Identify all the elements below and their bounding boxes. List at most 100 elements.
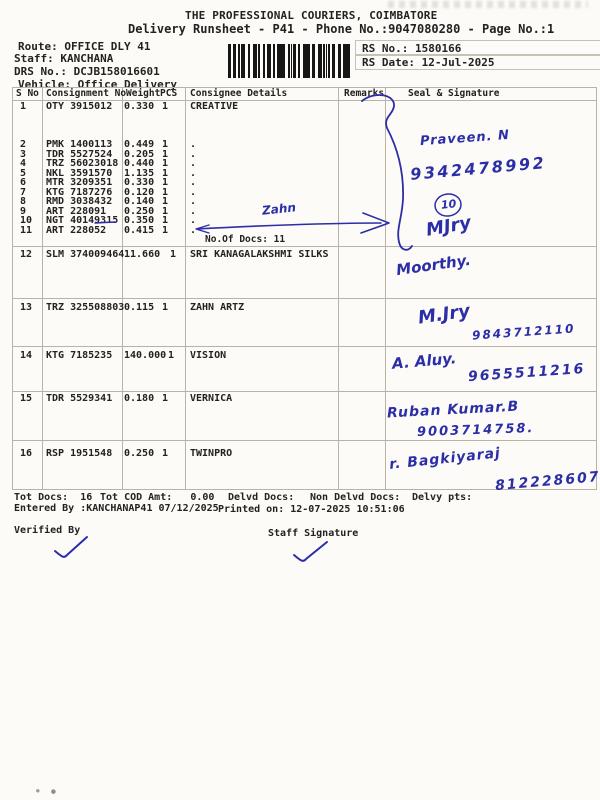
row-pcs: 1 — [162, 206, 169, 217]
row-consignment: NKL 3591570 — [46, 168, 113, 179]
table-row: 8 RMD 3038432 0.140 1. — [12, 197, 596, 207]
row-consignment: RSP 1951548 — [46, 448, 113, 459]
table-grid-line — [12, 87, 597, 88]
row-pcs: 1 — [162, 158, 169, 169]
row-weight: 1.135 — [124, 168, 155, 179]
runsheet-subtitle: Delivery Runsheet - P41 - Phone No.:9047… — [128, 22, 555, 36]
table-grid-line — [12, 100, 597, 101]
row-pcs: 1 — [162, 101, 169, 112]
row-pcs: 1 — [162, 177, 169, 188]
handwritten-phone-row16: 8122286072 — [494, 467, 600, 495]
row-consignee: . — [190, 215, 197, 226]
row-consignment: OTY 3915012 — [46, 101, 113, 112]
row-weight: 0.250 — [124, 448, 155, 459]
scan-artifact-bottom — [33, 786, 57, 794]
row-consignment: TRZ 325508803 — [46, 302, 125, 313]
row-weight: 0.120 — [124, 187, 155, 198]
row-sno: 6 — [20, 177, 27, 188]
drs-value: DCJB158016601 — [73, 65, 160, 78]
row-consignee: . — [190, 158, 197, 169]
staff-label: Staff: — [14, 52, 54, 65]
row-weight: 0.250 — [124, 206, 155, 217]
row-sno: 12 — [20, 249, 33, 260]
verified-by-checkmark — [54, 536, 88, 558]
staff-value: KANCHANA — [60, 52, 114, 65]
col-header-sno: S No — [16, 88, 39, 99]
handwritten-phone-row15: 9003714758. — [416, 420, 535, 441]
row-consignee: SRI KANAGALAKSHMI SILKS — [190, 249, 329, 260]
scan-artifact-top — [388, 1, 588, 8]
delvd-docs-label: Delvd Docs: — [228, 492, 295, 503]
delvy-pts-label: Delvy pts: — [412, 492, 473, 503]
tot-cod-label: Tot COD Amt: — [100, 492, 173, 503]
route-label: Route: — [18, 40, 58, 53]
row-weight: 11.660 — [124, 249, 161, 260]
row-consignee: VISION — [190, 350, 227, 361]
rs-date-value: 12-Jul-2025 — [421, 56, 495, 69]
table-grid-line — [12, 87, 13, 489]
row-sno: 13 — [20, 302, 33, 313]
rs-no-value: 1580166 — [414, 42, 462, 55]
tot-docs-field: Tot Docs: 16 — [14, 492, 92, 503]
row-sno: 4 — [20, 158, 27, 169]
row-pcs: 1 — [168, 350, 175, 361]
col-header-weight: Weight — [126, 88, 161, 99]
row-consignment: SLM 374009464 — [46, 249, 125, 260]
rs-date-field: RS Date: 12-Jul-2025 — [362, 56, 494, 69]
staff-field: Staff: KANCHANA — [14, 52, 113, 65]
table-grid-line — [12, 298, 597, 299]
row-consignment: NGT 40149315 — [46, 215, 119, 226]
row-weight: 0.415 — [124, 225, 155, 236]
table-row: 12 SLM 374009464 11.660 1 SRI KANAGALAKSHMI … — [12, 250, 596, 260]
row-consignee: ZAHN ARTZ — [190, 302, 245, 313]
row-pcs: 1 — [162, 196, 169, 207]
table-grid-line — [596, 87, 597, 489]
table-row: 11 ART 228052 0.415 1. — [12, 226, 596, 236]
route-field: Route: OFFICE DLY 41 — [18, 40, 150, 53]
row-weight: 0.115 — [124, 302, 155, 313]
row-pcs: 1 — [170, 249, 177, 260]
staff-signature-label: Staff Signature — [268, 528, 359, 539]
col-header-consignment: Consignment No — [46, 88, 127, 99]
table-row: 7 KTG 7187276 0.120 1. — [12, 188, 596, 198]
row-weight: 0.449 — [124, 139, 155, 150]
docs-count-note: No.Of Docs: 11 — [205, 234, 286, 245]
row-consignee: . — [190, 187, 197, 198]
col-header-remarks: Remarks — [344, 88, 385, 99]
printed-on-field: Printed on: 12-07-2025 10:51:06 — [218, 504, 405, 515]
row-pcs: 1 — [162, 215, 169, 226]
row-weight: 0.180 — [124, 393, 155, 404]
handwritten-phone-row13: 9843712110 — [471, 321, 576, 343]
row-consignment: MTR 3209351 — [46, 177, 113, 188]
table-grid-line — [42, 87, 43, 489]
route-value: OFFICE DLY 41 — [64, 40, 151, 53]
table-row: 5 NKL 3591570 1.135 1. — [12, 169, 596, 179]
row-weight: 0.330 — [124, 177, 155, 188]
row-consignment: TDR 5527524 — [46, 149, 113, 160]
col-header-seal: Seal & Signature — [408, 88, 500, 99]
row-consignment: KTG 7187276 — [46, 187, 113, 198]
table-row: 6 MTR 3209351 0.330 1. — [12, 178, 596, 188]
row-pcs: 1 — [162, 448, 169, 459]
row-sno: 7 — [20, 187, 27, 198]
table-row: 10 NGT 40149315 0.350 1. — [12, 216, 596, 226]
row-sno: 10 — [20, 215, 33, 226]
table-grid-line — [12, 391, 597, 392]
staff-signature-checkmark — [293, 541, 328, 562]
barcode — [228, 44, 352, 78]
row-pcs: 1 — [162, 187, 169, 198]
row-pcs: 1 — [162, 139, 169, 150]
row-weight: 0.350 — [124, 215, 155, 226]
row-pcs: 1 — [162, 393, 169, 404]
row-sno: 1 — [20, 101, 27, 112]
handwritten-count-circled: 10 — [440, 197, 457, 212]
rs-date-box — [355, 54, 600, 70]
rs-no-field: RS No.: 1580166 — [362, 42, 461, 55]
tot-docs-value: 16 — [80, 492, 93, 503]
verified-by-label: Verified By — [14, 525, 81, 536]
table-grid-line — [12, 440, 597, 441]
table-row: 3 TDR 5527524 0.205 1. — [12, 150, 596, 160]
row-consignee: TWINPRO — [190, 448, 233, 459]
row-pcs: 1 — [162, 168, 169, 179]
drs-label: DRS No.: — [14, 65, 67, 78]
